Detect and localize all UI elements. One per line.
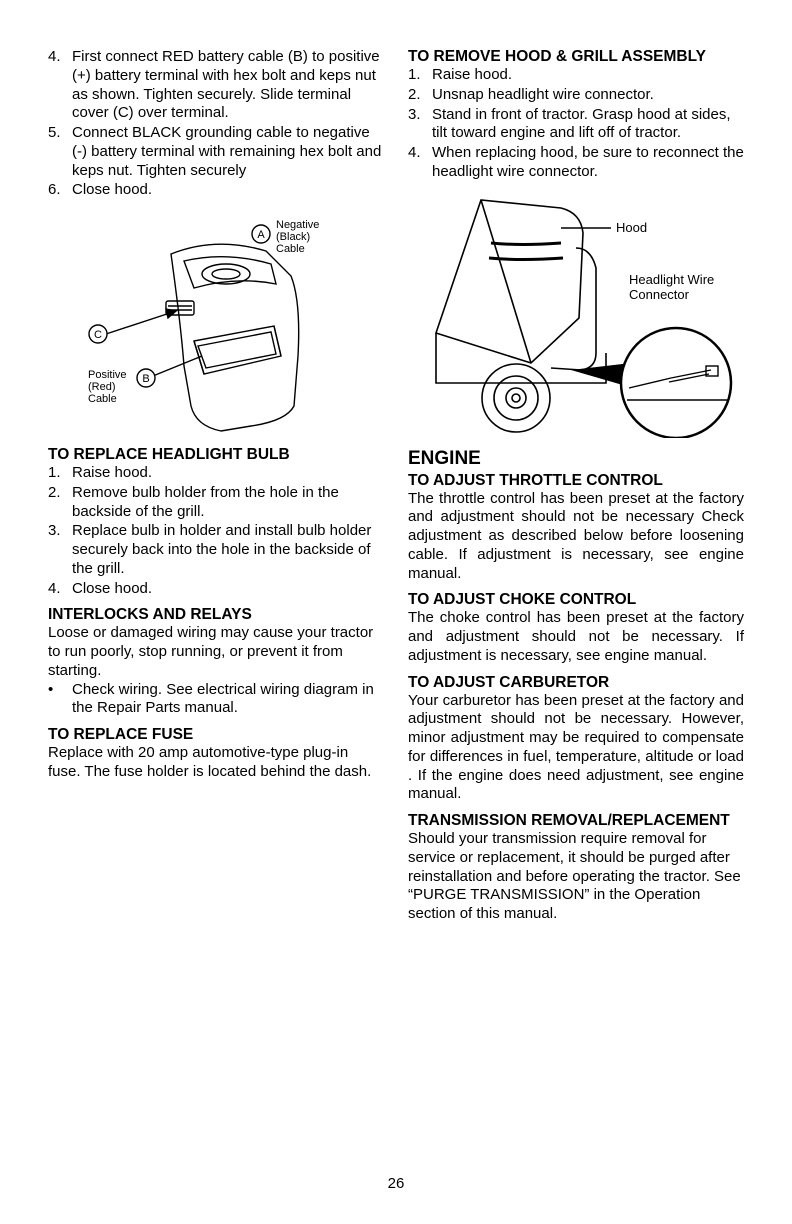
list-item: • Check wiring. See electrical wiring di… [48,681,384,719]
step-number: 1. [408,66,432,85]
list-item: 5. Connect BLACK grounding cable to nega… [48,124,384,180]
list-item: 4. When replacing hood, be sure to recon… [408,144,744,182]
neg-cable-label-3: Cable [276,243,305,255]
pos-cable-label-3: Cable [88,393,117,405]
list-item: 2. Unsnap headlight wire connector. [408,86,744,105]
battery-diagram-svg: A B C Negative (Black) Cable Positive (R… [76,206,356,436]
step-text: Close hood. [72,580,384,599]
step-number: 3. [48,522,72,578]
step-text: Connect BLACK grounding cable to negativ… [72,124,384,180]
neg-cable-label-1: Negative [276,219,319,231]
throttle-heading: TO ADJUST THROTTLE CONTROL [408,472,744,490]
callout-b: B [142,373,149,385]
callout-c: C [94,329,102,341]
list-item: 4. Close hood. [48,580,384,599]
carb-para: Your carburetor has been preset at the f… [408,692,744,805]
step-number: 5. [48,124,72,180]
interlocks-heading: INTERLOCKS AND RELAYS [48,606,384,624]
engine-heading: ENGINE [408,448,744,470]
step-text: Raise hood. [72,464,384,483]
step-number: 1. [48,464,72,483]
hood-heading: TO REMOVE HOOD & GRILL ASSEMBLY [408,48,744,66]
hood-steps-list: 1. Raise hood. 2. Unsnap headlight wire … [408,66,744,182]
step-number: 4. [48,48,72,123]
wire-label-1: Headlight Wire [629,272,714,287]
bullet-icon: • [48,681,64,719]
step-number: 6. [48,181,72,200]
step-text: Raise hood. [432,66,744,85]
bullet-text: Check wiring. See electrical wiring diag… [64,681,384,719]
step-number: 4. [48,580,72,599]
pos-cable-label-1: Positive [88,369,127,381]
headlight-steps-list: 1. Raise hood. 2. Remove bulb holder fro… [48,464,384,598]
step-number: 3. [408,106,432,144]
choke-heading: TO ADJUST CHOKE CONTROL [408,591,744,609]
wire-label-2: Connector [629,287,690,302]
list-item: 3. Replace bulb in holder and install bu… [48,522,384,578]
interlocks-para: Loose or damaged wiring may cause your t… [48,624,384,680]
hood-diagram: Hood Headlight Wire Connector [408,188,744,438]
step-text: Stand in front of tractor. Grasp hood at… [432,106,744,144]
list-item: 3. Stand in front of tractor. Grasp hood… [408,106,744,144]
step-text: Close hood. [72,181,384,200]
interlocks-bullets: • Check wiring. See electrical wiring di… [48,681,384,719]
step-number: 4. [408,144,432,182]
step-number: 2. [408,86,432,105]
choke-para: The choke control has been preset at the… [408,609,744,665]
step-text: First connect RED battery cable (B) to p… [72,48,384,123]
neg-cable-label-2: (Black) [276,231,310,243]
battery-steps-list: 4. First connect RED battery cable (B) t… [48,48,384,200]
trans-heading: TRANSMISSION REMOVAL/REPLACEMENT [408,812,744,830]
hood-diagram-svg: Hood Headlight Wire Connector [411,188,741,438]
callout-a: A [257,229,265,241]
fuse-heading: TO REPLACE FUSE [48,726,384,744]
list-item: 1. Raise hood. [48,464,384,483]
headlight-heading: TO REPLACE HEADLIGHT BULB [48,446,384,464]
list-item: 4. First connect RED battery cable (B) t… [48,48,384,123]
carb-heading: TO ADJUST CARBURETOR [408,674,744,692]
list-item: 6. Close hood. [48,181,384,200]
list-item: 1. Raise hood. [408,66,744,85]
step-number: 2. [48,484,72,522]
battery-diagram: A B C Negative (Black) Cable Positive (R… [48,206,384,436]
hood-label: Hood [616,220,647,235]
page-columns: 4. First connect RED battery cable (B) t… [48,48,744,924]
page-number: 26 [0,1175,792,1192]
step-text: Replace bulb in holder and install bulb … [72,522,384,578]
throttle-para: The throttle control has been preset at … [408,490,744,584]
list-item: 2. Remove bulb holder from the hole in t… [48,484,384,522]
right-column: TO REMOVE HOOD & GRILL ASSEMBLY 1. Raise… [408,48,744,924]
fuse-para: Replace with 20 amp automotive-type plug… [48,744,384,782]
step-text: Remove bulb holder from the hole in the … [72,484,384,522]
pos-cable-label-2: (Red) [88,381,116,393]
trans-para: Should your transmission require removal… [408,830,744,924]
step-text: When replacing hood, be sure to reconnec… [432,144,744,182]
step-text: Unsnap headlight wire connector. [432,86,744,105]
left-column: 4. First connect RED battery cable (B) t… [48,48,384,924]
